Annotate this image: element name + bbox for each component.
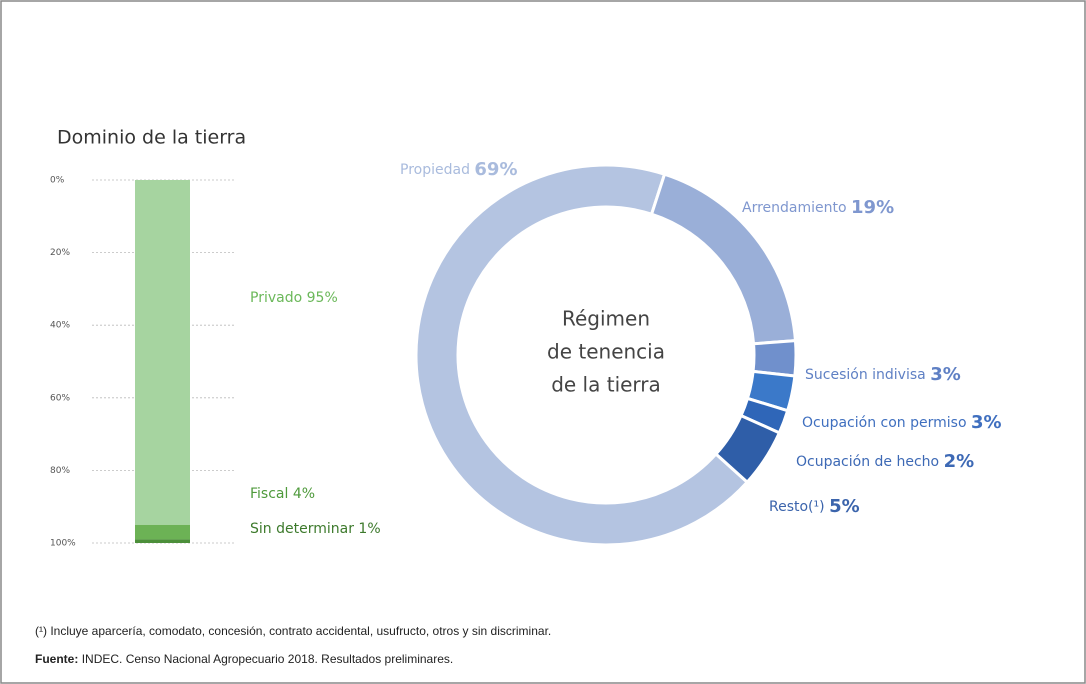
y-tick-label: 80% [50,466,70,476]
donut-label: Ocupación de hecho 2% [796,451,974,472]
value-label: 3% [930,364,961,385]
footnote: (¹) Incluye aparcería, comodato, concesi… [35,624,551,638]
y-tick-label: 100% [50,539,76,549]
donut-segment [414,163,750,547]
donut-label: Sucesión indivisa 3% [805,364,961,385]
donut-title: de la tierra [551,373,661,397]
category-name: Resto(¹) [769,499,825,515]
donut-label: Arrendamiento 19% [742,197,894,218]
donut-segment [713,413,782,485]
segment-label: Privado 95% [250,290,338,306]
bar-segment [135,539,190,543]
legend-name: Privado [250,290,302,306]
source: Fuente: INDEC. Censo Nacional Agropecuar… [35,652,453,666]
y-tick-label: 0% [50,176,65,186]
donut-label: Resto(¹) 5% [769,496,860,517]
value-label: 19% [851,197,894,218]
value-label: 3% [971,412,1002,433]
value-label: 95% [307,290,338,306]
value-label: 1% [358,521,380,537]
y-tick-label: 40% [50,321,70,331]
category-name: Sucesión indivisa [805,367,926,383]
category-name: Ocupación con permiso [802,415,967,431]
value-label: 69% [474,159,517,180]
category-name: Ocupación de hecho [796,454,939,470]
legend-name: Fiscal [250,486,288,502]
source-label: Fuente: [35,652,78,666]
category-name: Arrendamiento [742,200,847,216]
bar-segment [135,524,190,540]
segment-label: Fiscal 4% [250,486,315,502]
y-tick-label: 60% [50,393,70,403]
bar-title: Dominio de la tierra [57,127,246,149]
value-label: 5% [829,496,860,517]
bar-segment [135,180,190,525]
y-tick-label: 20% [50,248,70,258]
donut-title: Régimen [562,307,650,331]
donut-title: de tenencia [547,340,665,364]
value-label: 2% [944,451,975,472]
value-label: 4% [293,486,315,502]
donut-label: Propiedad 69% [400,159,518,180]
category-name: Propiedad [400,162,470,178]
donut-label: Ocupación con permiso 3% [802,412,1002,433]
legend-name: Sin determinar [250,521,354,537]
segment-label: Sin determinar 1% [250,521,381,537]
source-text: INDEC. Censo Nacional Agropecuario 2018.… [82,652,454,666]
